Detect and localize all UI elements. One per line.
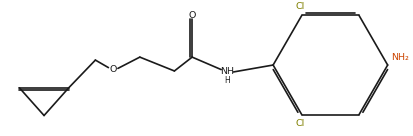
Text: H: H bbox=[225, 76, 230, 85]
Text: O: O bbox=[188, 11, 196, 20]
Text: Cl: Cl bbox=[295, 119, 304, 128]
Text: O: O bbox=[109, 65, 117, 75]
Text: NH: NH bbox=[220, 67, 234, 76]
Text: Cl: Cl bbox=[295, 2, 304, 11]
Text: NH₂: NH₂ bbox=[391, 53, 409, 62]
